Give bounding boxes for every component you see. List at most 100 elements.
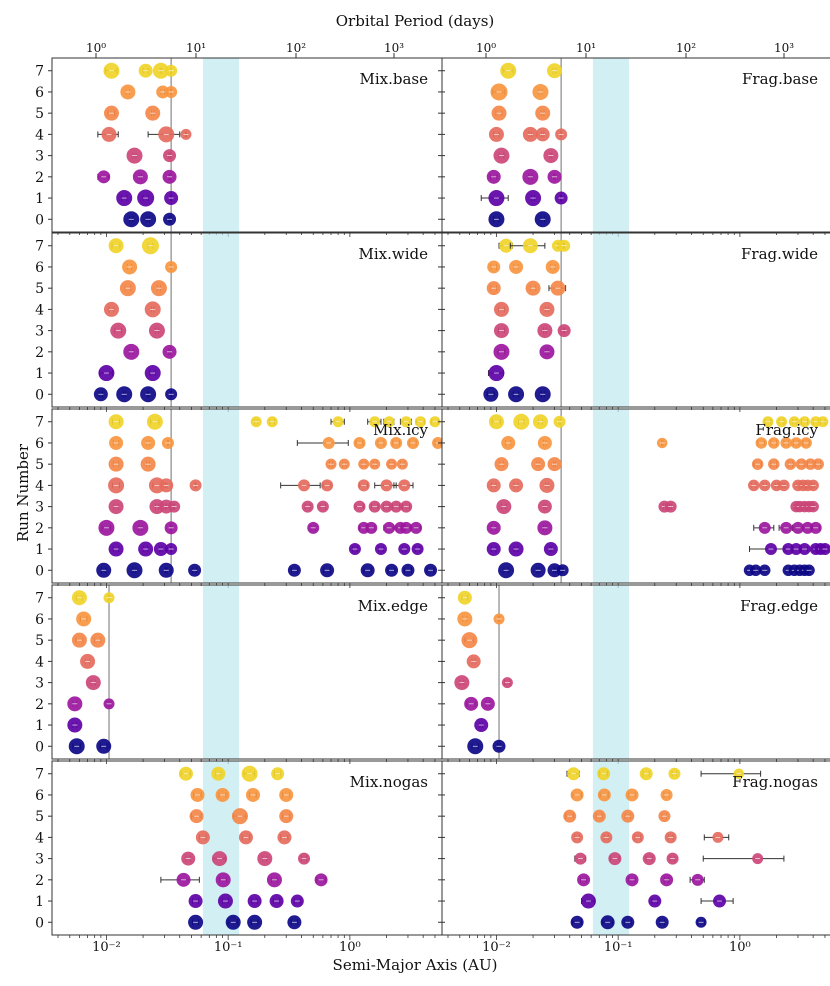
planet-marker <box>577 873 591 887</box>
planet-marker <box>493 343 510 360</box>
planet-marker <box>165 388 178 401</box>
planet-marker <box>180 128 192 140</box>
planet-marker <box>238 830 253 845</box>
panel-title: Mix.nogas <box>350 773 428 791</box>
bottom-tick-label: 10⁰ <box>339 940 361 955</box>
axes-labels-group: Orbital Period (days) Semi-Major Axis (A… <box>14 12 497 974</box>
y-tick-label: 4 <box>35 127 44 143</box>
planet-marker <box>368 500 381 513</box>
top-axis-label: Orbital Period (days) <box>336 12 495 30</box>
planet-marker <box>217 893 233 909</box>
panel-title: Frag.icy <box>755 421 818 439</box>
panel-mix-wide: Mix.wide 0 1 2 3 4 5 6 7 <box>35 232 445 412</box>
planet-marker <box>486 478 501 493</box>
planet-marker <box>108 456 124 472</box>
planet-marker <box>791 521 804 534</box>
planet-marker <box>702 853 785 865</box>
planet-marker <box>156 85 170 99</box>
plot-area <box>97 58 240 232</box>
planet-marker <box>758 479 771 492</box>
planet-marker <box>321 479 334 492</box>
top-tick-label: 10¹ <box>186 41 206 55</box>
planet-marker <box>487 365 505 382</box>
planet-marker <box>621 915 635 929</box>
planet-marker <box>788 416 800 428</box>
top-tick-label: 10² <box>676 41 696 55</box>
planet-marker <box>621 809 635 823</box>
planet-marker <box>390 436 403 449</box>
planet-marker <box>817 416 829 428</box>
planet-marker <box>513 413 530 430</box>
planet-marker <box>778 479 790 492</box>
y-tick-label: 2 <box>35 170 44 186</box>
planet-marker <box>76 611 92 627</box>
y-tick-label: 6 <box>35 612 44 628</box>
planet-marker <box>188 563 202 577</box>
planet-marker <box>758 564 771 577</box>
planet-marker <box>492 739 506 753</box>
panel-title: Mix.icy <box>373 421 429 439</box>
planet-marker <box>190 787 205 802</box>
planet-marker <box>188 894 203 909</box>
planet-marker <box>457 611 473 627</box>
planet-marker <box>247 894 262 909</box>
top-tick-labels-group: 10⁰ 10¹ 10² 10³ 10⁰ 10¹ 10² 10³ <box>86 41 794 58</box>
planet-marker <box>498 238 514 253</box>
planet-marker <box>532 414 548 430</box>
planet-marker <box>486 169 501 184</box>
panel-title: Frag.edge <box>740 597 818 615</box>
planet-marker <box>148 322 165 339</box>
y-tick-label: 7 <box>35 415 44 431</box>
planet-marker <box>600 831 613 844</box>
planet-marker <box>141 237 159 255</box>
planet-marker <box>493 301 509 317</box>
plot-area <box>67 585 240 759</box>
planet-marker <box>668 767 681 780</box>
planet-marker <box>301 500 314 513</box>
planet-marker <box>486 281 501 296</box>
y-tick-label: 7 <box>35 239 44 255</box>
planet-marker <box>138 63 153 78</box>
planet-marker <box>457 590 472 605</box>
planet-marker <box>98 365 115 382</box>
plot-area <box>93 233 240 407</box>
planet-marker <box>279 809 294 824</box>
plot-area <box>563 761 785 935</box>
plot-area <box>96 409 442 583</box>
planet-marker <box>400 521 413 534</box>
planet-marker <box>410 521 423 534</box>
planet-marker <box>144 365 161 382</box>
planet-marker <box>401 563 415 577</box>
planet-marker <box>247 914 263 930</box>
planet-marker <box>566 767 581 781</box>
planet-marker <box>241 765 258 782</box>
panel-frag-base: Frag.base <box>438 57 830 237</box>
planet-marker <box>554 191 568 205</box>
planet-marker <box>461 632 478 649</box>
planet-marker <box>360 563 375 578</box>
planet-marker <box>454 675 470 691</box>
planet-marker <box>165 64 178 77</box>
planet-marker <box>480 190 509 207</box>
planet-marker <box>751 458 764 470</box>
planet-marker <box>108 414 124 430</box>
y-tick-label: 4 <box>35 654 44 670</box>
planet-marker <box>474 718 489 733</box>
planet-marker <box>818 543 830 556</box>
habitable-zone-band <box>202 761 240 935</box>
planet-marker <box>400 500 413 513</box>
planet-marker <box>537 499 552 514</box>
planet-marker <box>625 788 639 802</box>
y-tick-label: 2 <box>35 345 44 361</box>
planet-marker <box>807 500 819 513</box>
planet-marker <box>803 564 815 577</box>
planet-marker <box>108 541 124 557</box>
bottom-tick-label: 10⁻² <box>482 940 511 955</box>
planet-marker <box>357 479 370 492</box>
planet-marker <box>338 458 350 470</box>
planet-marker <box>123 343 140 360</box>
planet-marker <box>762 416 774 428</box>
planet-marker <box>145 105 161 121</box>
planet-marker <box>563 809 577 823</box>
